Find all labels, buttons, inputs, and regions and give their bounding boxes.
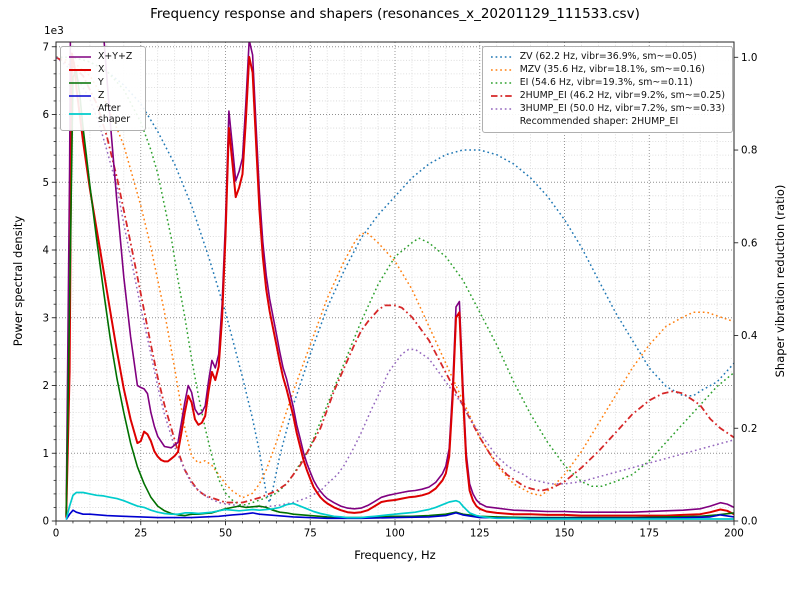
legend-item-label: X+Y+Z (98, 51, 133, 62)
x-axis-label: Frequency, Hz (354, 548, 436, 562)
y-right-tick-label: 0.4 (741, 330, 757, 342)
chart-title: Frequency response and shapers (resonanc… (150, 6, 640, 22)
y-left-tick-label: 6 (42, 109, 49, 121)
y-right-tick-label: 0.2 (741, 423, 757, 435)
legend-item-label: EI (54.6 Hz, vibr=19.3%, sm~=0.11) (519, 77, 693, 89)
y-left-tick-label: 1 (42, 448, 49, 460)
legend-item-label: Y (98, 77, 104, 89)
y-left-tick-label: 7 (42, 41, 49, 53)
psd-legend: X+Y+Z X Y Z After shaper (60, 46, 146, 131)
legend-item-label: 3HUMP_EI (50.0 Hz, vibr=7.2%, sm~=0.33) (519, 103, 725, 115)
legend-line-sample (490, 117, 514, 127)
x-tick-label: 50 (219, 528, 232, 540)
series-mzv (56, 56, 734, 499)
legend-item: X (68, 64, 138, 75)
legend-item-label: MZV (35.6 Hz, vibr=18.1%, sm~=0.16) (519, 64, 705, 76)
left-axis-label: Power spectral density (11, 215, 25, 347)
y-left-tick-label: 0 (42, 516, 49, 528)
legend-item: MZV (35.6 Hz, vibr=18.1%, sm~=0.16) (490, 64, 725, 75)
legend-item: Z (68, 90, 138, 101)
legend-item: X+Y+Z (68, 51, 138, 62)
x-tick-label: 100 (385, 528, 405, 540)
legend-item-label: Z (98, 90, 105, 102)
legend-item: 2HUMP_EI (46.2 Hz, vibr=9.2%, sm~=0.25) (490, 90, 725, 101)
shaper-legend: ZV (62.2 Hz, vibr=36.9%, sm~=0.05) MZV (3… (481, 46, 733, 133)
legend-line-sample (69, 81, 91, 84)
right-axis-label: Shaper vibration reduction (ratio) (773, 184, 787, 378)
legend-line-sample (490, 55, 513, 58)
y-left-tick-label: 3 (42, 312, 49, 324)
y-right-tick-label: 0.0 (741, 516, 757, 528)
series-x-y-z (65, 42, 734, 515)
y-right-tick-label: 0.6 (741, 237, 757, 249)
x-tick-label: 175 (639, 528, 659, 540)
legend-item: After shaper (68, 103, 138, 125)
y-left-tick-label: 5 (42, 177, 49, 189)
x-tick-label: 0 (53, 528, 60, 540)
legend-line-sample (490, 94, 513, 97)
series-x (65, 52, 734, 518)
y-left-tick-label: 4 (42, 245, 49, 257)
legend-item-label: Recommended shaper: 2HUMP_EI (519, 116, 679, 128)
x-tick-label: 125 (470, 528, 490, 540)
legend-line-sample (69, 55, 91, 58)
y-axis-offset-label: 1e3 (44, 25, 64, 37)
legend-line-sample (490, 108, 513, 110)
series-zv (56, 56, 734, 504)
legend-line-sample (490, 68, 513, 71)
legend-item-label: ZV (62.2 Hz, vibr=36.9%, sm~=0.05) (519, 51, 697, 62)
y-left-tick-label: 2 (42, 380, 49, 392)
legend-item: Y (68, 77, 138, 88)
legend-item: 3HUMP_EI (50.0 Hz, vibr=7.2%, sm~=0.33) (490, 103, 725, 114)
legend-line-sample (69, 68, 91, 71)
legend-line-sample (69, 113, 91, 116)
legend-line-sample (490, 81, 513, 84)
series-ei (56, 56, 734, 506)
legend-item-label: X (98, 64, 105, 76)
legend-item: EI (54.6 Hz, vibr=19.3%, sm~=0.11) (490, 77, 725, 88)
axes-ticks: 0 25 50 75 100 125 150 175 200 0 1 2 3 4 5 6 7 0.0 0.2 0.4 0… (42, 41, 757, 539)
series-y (65, 69, 734, 519)
y-right-tick-label: 0.8 (741, 145, 757, 157)
series-3hump-ei (56, 56, 734, 508)
legend-line-sample (69, 95, 91, 97)
x-tick-label: 200 (724, 528, 744, 540)
x-tick-label: 75 (304, 528, 317, 540)
legend-item-label: 2HUMP_EI (46.2 Hz, vibr=9.2%, sm~=0.25) (519, 90, 725, 102)
series-after-shaper (65, 491, 734, 520)
x-tick-label: 150 (555, 528, 575, 540)
legend-item: ZV (62.2 Hz, vibr=36.9%, sm~=0.05) (490, 51, 725, 62)
legend-item: Recommended shaper: 2HUMP_EI (490, 116, 725, 127)
y-right-tick-label: 1.0 (741, 52, 757, 64)
x-tick-label: 25 (134, 528, 147, 540)
legend-item-label: After shaper (98, 103, 131, 126)
